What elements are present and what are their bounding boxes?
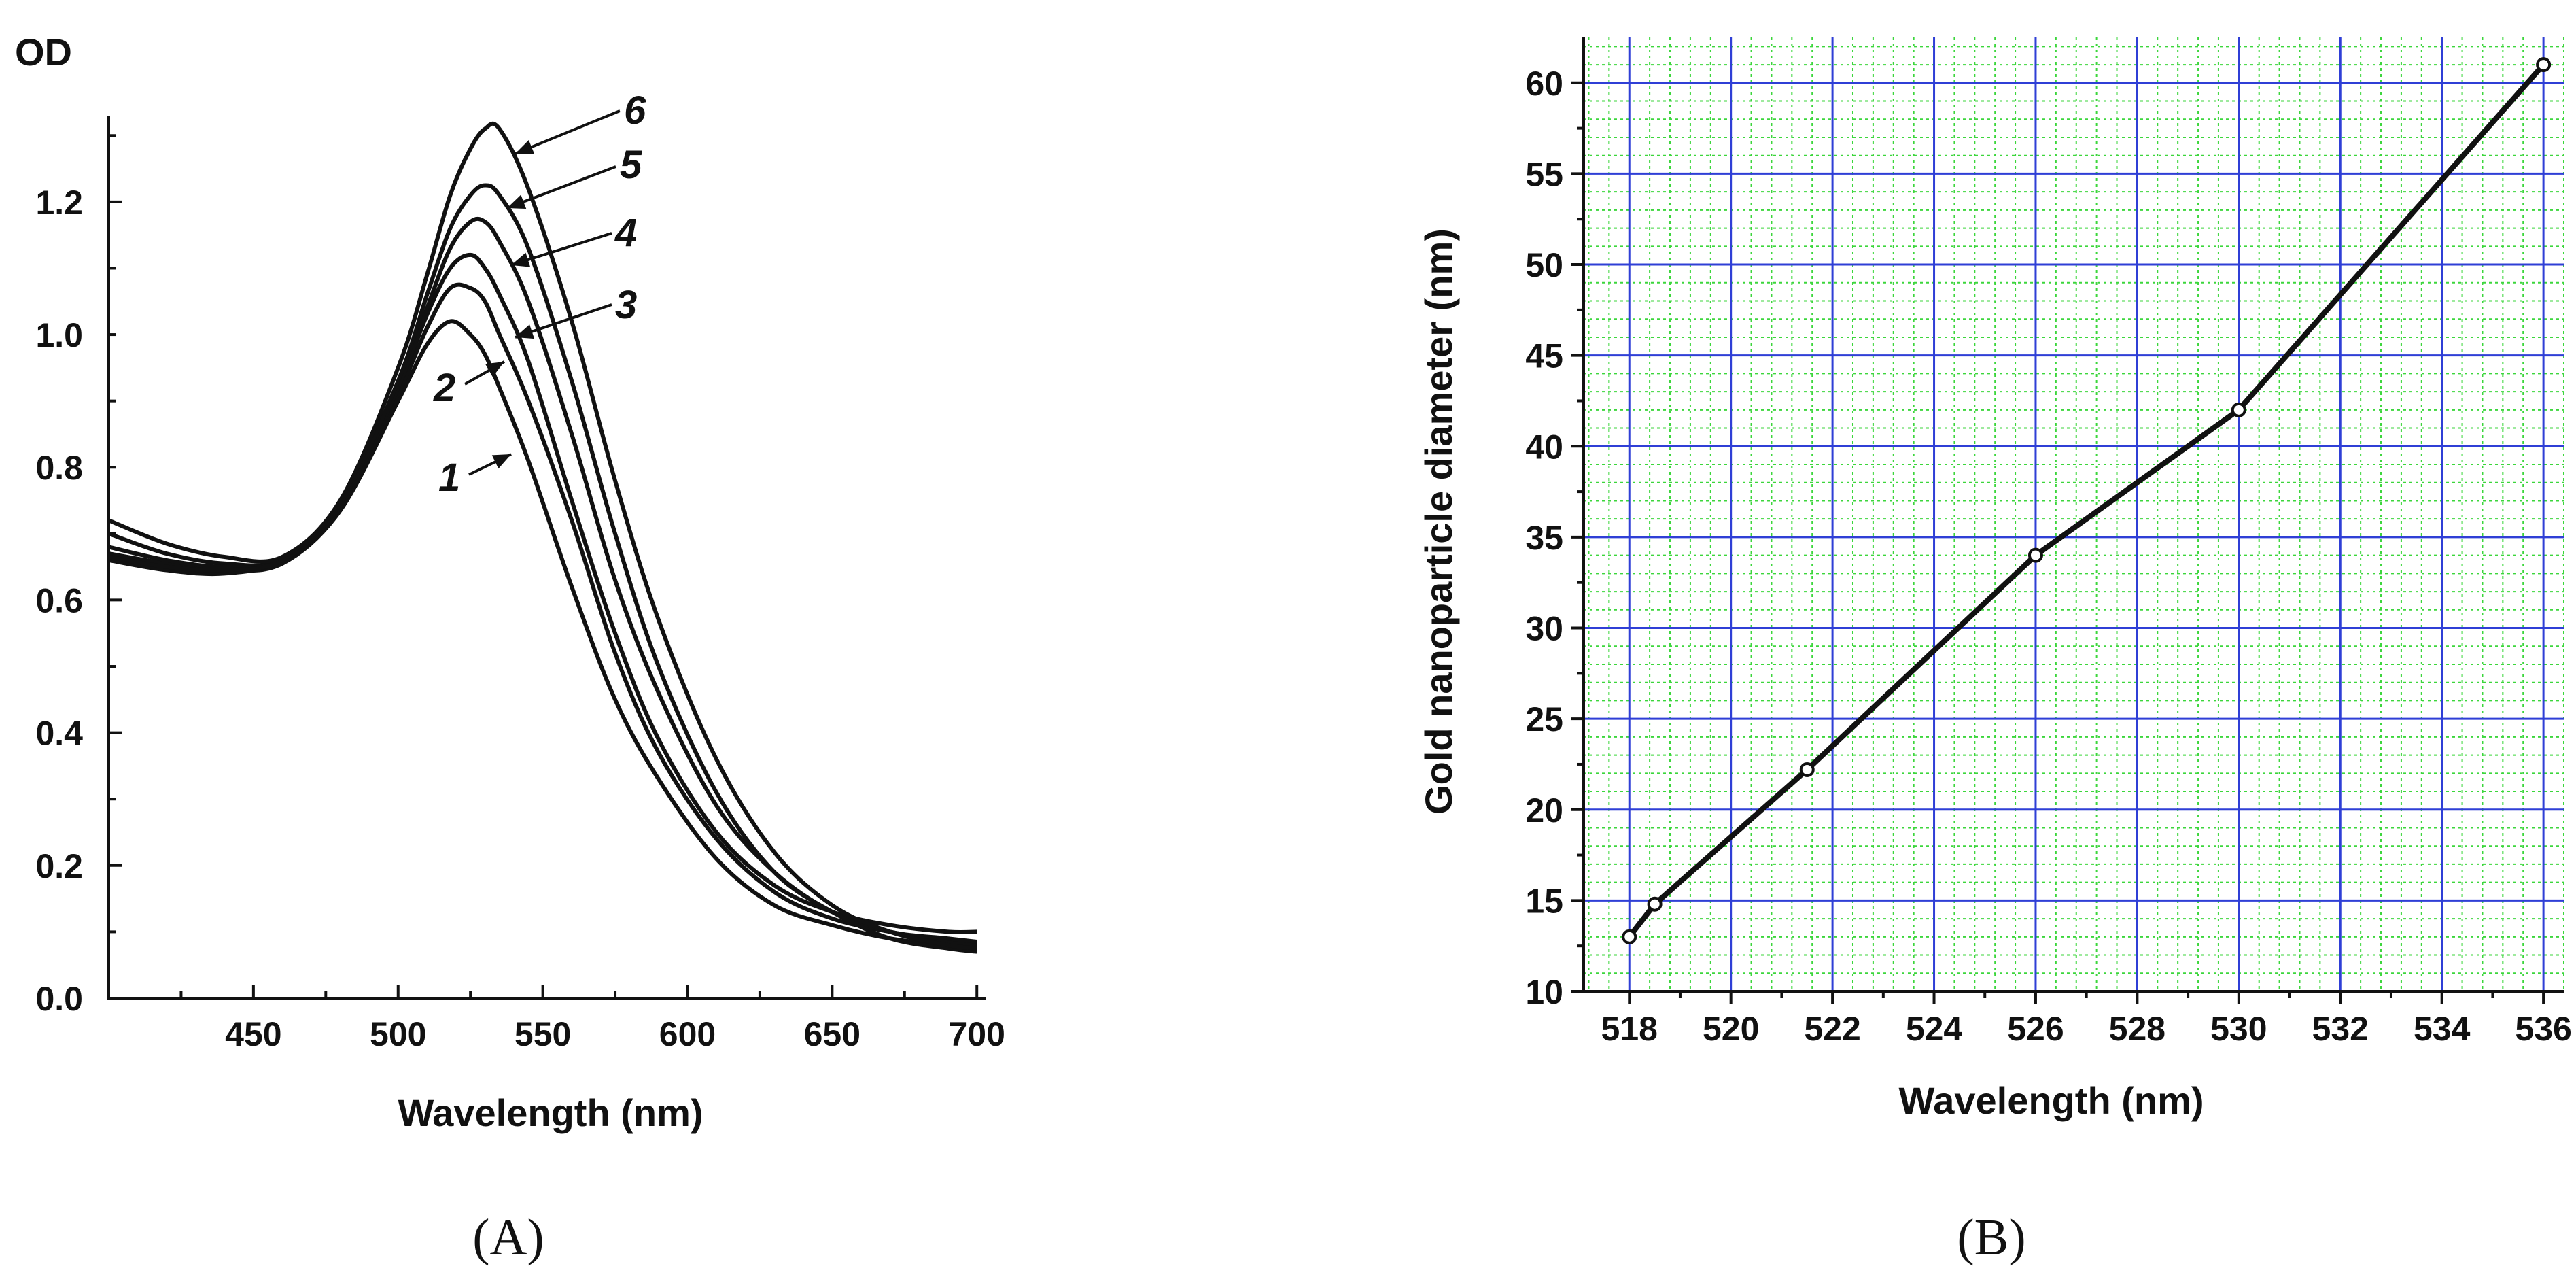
chart-b-xtick-label: 534 <box>2414 1010 2471 1048</box>
chart-b-xtick-label: 522 <box>1804 1010 1860 1048</box>
chart-b-xtick-label: 536 <box>2515 1010 2571 1048</box>
chart-b-xtick-label: 532 <box>2312 1010 2369 1048</box>
chart-b-xtick-label: 520 <box>1703 1010 1759 1048</box>
chart-b-data-point <box>1647 896 1663 912</box>
chart-a-arrow-line <box>515 109 621 155</box>
chart-b-xtick-label: 518 <box>1601 1010 1658 1048</box>
chart-b-ytick-label: 40 <box>1525 428 1563 466</box>
chart-a-ytick-label: 1.2 <box>35 184 83 222</box>
chart-b-ytick-label: 25 <box>1525 700 1563 738</box>
chart-a-curve-label: 1 <box>438 456 460 500</box>
chart-b: 10 15 20 25 30 35 40 45 50 55 60 518 520… <box>1417 37 2572 1266</box>
chart-a-arrow-head <box>511 252 531 267</box>
panel-a-label: (A) <box>472 1209 544 1266</box>
chart-a-curve-label: 5 <box>620 143 642 187</box>
chart-a-xtick-label: 450 <box>225 1015 281 1053</box>
chart-b-ytick-label: 15 <box>1525 882 1563 920</box>
chart-b-ytick-label: 45 <box>1525 337 1563 375</box>
chart-b-major-grid <box>1584 37 2564 991</box>
chart-b-data-point <box>1799 762 1815 777</box>
chart-b-data-point <box>2536 57 2552 73</box>
chart-a-xtick-label: 650 <box>804 1015 860 1053</box>
chart-b-xtick-label: 524 <box>1906 1010 1963 1048</box>
chart-b-minor-grid <box>1584 37 2564 991</box>
chart-a-x-axis-title: Wavelength (nm) <box>398 1091 703 1134</box>
chart-b-markers <box>1622 57 2552 944</box>
chart-a-ytick-label: 0.4 <box>35 715 83 753</box>
chart-b-xtick-label: 528 <box>2109 1010 2165 1048</box>
chart-a-ytick-label: 0.0 <box>35 980 83 1018</box>
chart-b-xtick-label: 526 <box>2007 1010 2064 1048</box>
chart-b-ytick-label: 55 <box>1525 155 1563 193</box>
chart-a-curve-label: 3 <box>615 283 637 327</box>
chart-a-arrow-head <box>515 324 535 339</box>
chart-a-arrow-head <box>515 139 535 154</box>
chart-a-y-axis-title: OD <box>15 31 72 73</box>
chart-b-y-axis-title: Gold nanoparticle diameter (nm) <box>1417 228 1460 815</box>
chart-a-arrow-line <box>506 165 616 209</box>
chart-a-ytick-label: 0.8 <box>35 449 83 487</box>
chart-a-ytick-label: 0.2 <box>35 847 83 885</box>
chart-b-ytick-label: 60 <box>1525 65 1563 103</box>
chart-a-curve-label: 2 <box>433 366 455 410</box>
chart-a-ytick-label: 1.0 <box>35 316 83 354</box>
chart-b-xtick-label: 530 <box>2210 1010 2267 1048</box>
chart-b-ytick-label: 35 <box>1525 519 1563 557</box>
chart-a: 0.0 0.2 0.4 0.6 0.8 1.0 1.2 450 500 550 … <box>15 31 1005 1266</box>
chart-a-label-arrows <box>464 109 621 476</box>
chart-a-series-6 <box>107 121 977 951</box>
chart-a-arrow-head <box>485 362 504 377</box>
chart-a-arrow-head <box>491 454 511 469</box>
chart-a-curve-label: 4 <box>614 211 637 255</box>
chart-a-arrow-head <box>507 194 527 209</box>
chart-b-ytick-label: 20 <box>1525 791 1563 830</box>
chart-b-ytick-label: 30 <box>1525 610 1563 648</box>
chart-b-data-point <box>2231 402 2246 417</box>
chart-a-xtick-label: 700 <box>949 1015 1005 1053</box>
chart-b-ytick-label: 50 <box>1525 246 1563 284</box>
chart-a-xtick-label: 550 <box>515 1015 571 1053</box>
panel-b-label: (B) <box>1957 1209 2025 1266</box>
chart-a-curve-label: 6 <box>624 88 646 133</box>
chart-b-data-point <box>2027 547 2043 563</box>
chart-b-ytick-label: 10 <box>1525 973 1563 1011</box>
chart-a-curves <box>107 121 977 954</box>
chart-b-plot-area <box>1584 37 2564 991</box>
chart-a-ytick-label: 0.6 <box>35 581 83 619</box>
chart-a-xtick-label: 600 <box>659 1015 716 1053</box>
chart-a-xtick-label: 500 <box>370 1015 426 1053</box>
chart-b-data-point <box>1622 929 1637 944</box>
chart-b-x-axis-title: Wavelength (nm) <box>1898 1079 2204 1122</box>
